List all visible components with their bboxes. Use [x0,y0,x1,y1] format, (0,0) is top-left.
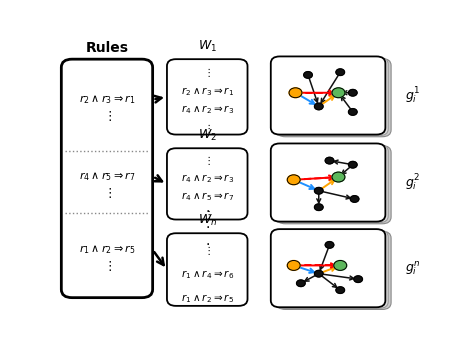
Circle shape [304,72,312,78]
Circle shape [336,287,345,293]
Circle shape [348,161,357,168]
Text: $\cdot$
$\cdot$
$\cdot$: $\cdot$ $\cdot$ $\cdot$ [205,203,210,250]
FancyBboxPatch shape [61,59,152,298]
FancyBboxPatch shape [167,59,248,135]
Text: $\vdots$: $\vdots$ [103,186,111,200]
FancyBboxPatch shape [274,145,388,223]
Text: $\vdots$: $\vdots$ [103,259,111,273]
Circle shape [289,88,302,98]
Circle shape [297,280,305,287]
Text: $r_1 \wedge r_2 \Rightarrow r_5$: $r_1 \wedge r_2 \Rightarrow r_5$ [79,244,135,256]
FancyBboxPatch shape [274,58,388,136]
FancyBboxPatch shape [277,146,391,224]
Circle shape [315,270,323,277]
Text: $\vdots$: $\vdots$ [203,244,211,257]
Circle shape [287,261,300,270]
Text: $\vdots$: $\vdots$ [203,122,211,135]
Circle shape [325,157,334,164]
FancyBboxPatch shape [274,230,388,308]
Circle shape [315,204,323,210]
Circle shape [332,172,345,182]
Circle shape [354,276,363,282]
Circle shape [315,103,323,110]
FancyBboxPatch shape [167,233,248,306]
Text: $r_4 \wedge r_5 \Rightarrow r_7$: $r_4 \wedge r_5 \Rightarrow r_7$ [79,170,135,183]
Circle shape [287,175,300,185]
Circle shape [332,88,345,98]
Text: $W_1$: $W_1$ [198,39,217,54]
FancyBboxPatch shape [271,229,385,307]
Text: $r_4 \wedge r_5 \Rightarrow r_7$: $r_4 \wedge r_5 \Rightarrow r_7$ [181,190,234,203]
Text: $r_4 \wedge r_2 \Rightarrow r_3$: $r_4 \wedge r_2 \Rightarrow r_3$ [181,104,234,116]
Circle shape [325,242,334,248]
Text: $W_2$: $W_2$ [198,128,217,143]
Text: $r_2 \wedge r_3 \Rightarrow r_1$: $r_2 \wedge r_3 \Rightarrow r_1$ [181,85,234,98]
Text: $\vdots$: $\vdots$ [203,154,211,167]
FancyBboxPatch shape [277,231,391,309]
FancyBboxPatch shape [277,59,391,137]
Text: $r_4 \wedge r_2 \Rightarrow r_3$: $r_4 \wedge r_2 \Rightarrow r_3$ [181,172,234,185]
FancyBboxPatch shape [167,148,248,220]
Text: $\vdots$: $\vdots$ [203,66,211,79]
Text: $g_i^1$: $g_i^1$ [405,85,420,106]
Text: $r_1 \wedge r_4 \Rightarrow r_6$: $r_1 \wedge r_4 \Rightarrow r_6$ [181,268,234,281]
Text: $g_i^2$: $g_i^2$ [405,172,420,193]
Circle shape [336,69,345,75]
Text: $g_i^n$: $g_i^n$ [405,260,420,277]
Text: $W_n$: $W_n$ [198,213,217,228]
Circle shape [350,196,359,202]
Circle shape [315,188,323,194]
Circle shape [334,261,346,270]
Circle shape [348,109,357,115]
Text: $\vdots$: $\vdots$ [103,109,111,123]
Text: $\vdots$: $\vdots$ [203,208,211,221]
Text: $r_1 \wedge r_2 \Rightarrow r_5$: $r_1 \wedge r_2 \Rightarrow r_5$ [181,292,234,305]
Circle shape [348,89,357,96]
FancyBboxPatch shape [271,143,385,221]
FancyBboxPatch shape [271,57,385,135]
Text: $r_2 \wedge r_3 \Rightarrow r_1$: $r_2 \wedge r_3 \Rightarrow r_1$ [79,93,135,106]
Text: Rules: Rules [85,41,128,55]
